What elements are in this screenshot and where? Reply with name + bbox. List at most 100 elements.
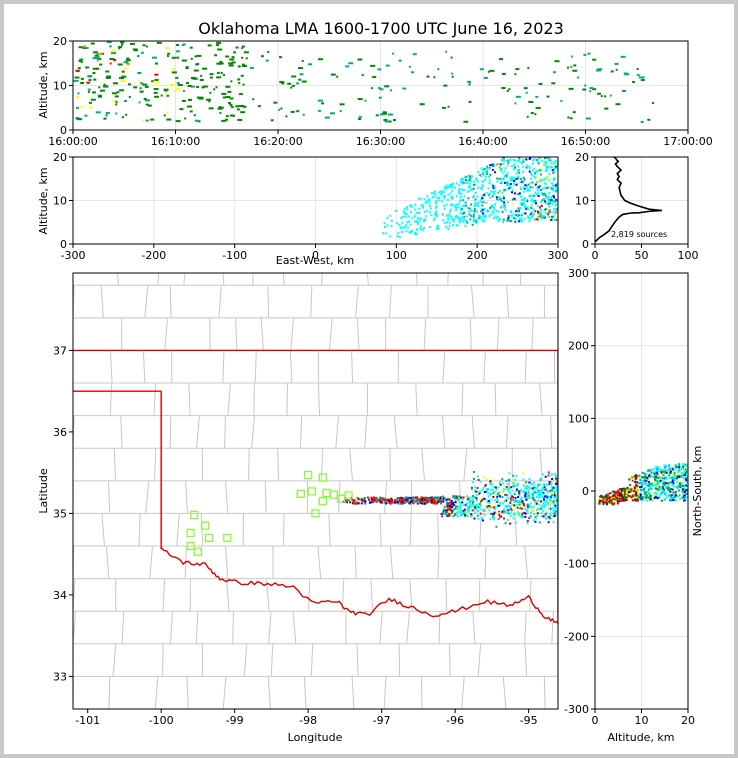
source-point — [513, 197, 516, 200]
source-point — [460, 216, 463, 219]
source-point — [154, 95, 160, 98]
source-point — [435, 212, 438, 215]
source-point — [242, 83, 245, 86]
source-point — [535, 95, 539, 98]
source-point — [650, 471, 653, 474]
source-point — [656, 469, 659, 472]
source-point — [436, 496, 439, 499]
source-point — [550, 159, 553, 162]
source-point — [556, 506, 558, 509]
source-point — [526, 520, 529, 523]
source-point — [506, 519, 509, 522]
source-point — [649, 495, 652, 498]
source-point — [378, 498, 381, 501]
source-point — [105, 70, 110, 73]
source-point — [430, 192, 433, 195]
y-tick-label: 0 — [60, 124, 67, 137]
source-point — [489, 480, 492, 483]
source-point — [385, 501, 388, 504]
source-point — [620, 488, 623, 491]
source-point — [524, 492, 527, 495]
source-point — [384, 499, 387, 502]
source-point — [513, 163, 516, 166]
source-point — [120, 80, 126, 83]
source-point — [458, 184, 461, 187]
source-point — [434, 202, 437, 205]
source-point — [508, 159, 511, 162]
source-point — [671, 479, 674, 482]
source-point — [544, 500, 547, 503]
county-line — [264, 480, 267, 514]
source-point — [113, 59, 117, 62]
source-point — [237, 65, 241, 68]
source-point — [278, 108, 281, 111]
source-point — [512, 474, 515, 477]
source-point — [537, 507, 540, 510]
source-point — [74, 76, 80, 79]
source-point — [548, 205, 551, 208]
source-point — [611, 498, 614, 501]
source-point — [78, 59, 83, 62]
source-point — [502, 195, 505, 198]
source-point — [448, 225, 451, 228]
source-point — [610, 70, 614, 73]
source-point — [423, 198, 426, 201]
county-line — [169, 415, 172, 449]
source-point — [449, 210, 452, 213]
source-point — [609, 496, 612, 499]
source-point — [491, 483, 494, 486]
source-point — [660, 480, 663, 483]
source-point — [90, 42, 95, 45]
source-point — [669, 487, 672, 490]
source-point — [448, 221, 451, 224]
source-point — [459, 200, 462, 203]
source-point — [502, 509, 505, 512]
source-point — [480, 186, 483, 189]
lma-station-marker — [318, 497, 327, 506]
county-line — [169, 611, 173, 644]
source-point — [145, 119, 149, 122]
source-point — [451, 197, 454, 200]
source-point — [383, 498, 386, 501]
source-point — [532, 159, 535, 162]
source-point — [501, 478, 504, 481]
source-point — [219, 62, 224, 65]
source-point — [582, 88, 587, 91]
source-point — [497, 167, 500, 170]
source-point — [438, 196, 441, 199]
source-point — [521, 502, 524, 505]
source-point — [504, 209, 507, 212]
source-point — [555, 188, 558, 191]
source-point — [608, 499, 611, 502]
source-point — [621, 498, 624, 501]
source-point — [491, 210, 494, 213]
source-point — [352, 501, 355, 504]
source-point — [411, 216, 414, 219]
source-point — [433, 190, 436, 193]
source-point — [441, 213, 444, 216]
source-point — [460, 496, 463, 499]
source-point — [103, 117, 107, 120]
source-point — [426, 209, 429, 212]
source-point — [540, 506, 543, 509]
county-line — [224, 415, 226, 449]
source-point — [636, 497, 639, 500]
source-point — [477, 510, 480, 513]
source-point — [552, 162, 555, 165]
source-point — [552, 500, 555, 503]
source-point — [491, 163, 494, 166]
source-point — [401, 502, 404, 505]
source-point — [318, 58, 324, 61]
source-point — [532, 201, 535, 204]
source-point — [519, 177, 522, 180]
county-line — [351, 676, 355, 709]
source-point — [418, 217, 421, 220]
source-point — [456, 497, 459, 500]
source-point — [470, 203, 473, 206]
source-point — [481, 194, 484, 197]
source-point — [102, 85, 108, 88]
y-tick-label: 20 — [53, 35, 67, 48]
source-point — [405, 224, 408, 227]
source-point — [523, 187, 526, 190]
